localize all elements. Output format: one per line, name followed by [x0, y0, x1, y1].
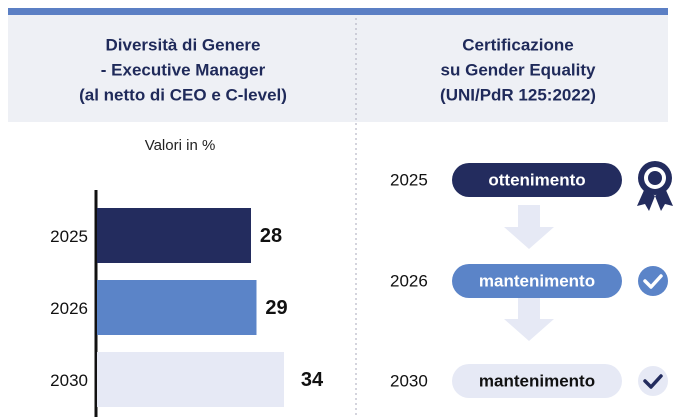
step-pill	[452, 264, 622, 298]
step-pill	[452, 163, 622, 197]
header-bg	[8, 15, 668, 122]
bar	[97, 208, 251, 263]
chart-title: - Executive Manager	[101, 60, 266, 79]
step-year: 2025	[390, 170, 428, 189]
bar	[97, 352, 284, 407]
top-band	[8, 8, 668, 15]
arrow	[504, 297, 554, 341]
value-label: 28	[260, 225, 282, 247]
chart-title: (al netto di CEO e C-level)	[79, 85, 287, 104]
bar	[97, 280, 257, 335]
cert-title: su Gender Equality	[441, 60, 596, 79]
value-label: 34	[301, 369, 324, 391]
arrow	[504, 205, 554, 249]
chart-subtitle: Valori in %	[145, 137, 216, 154]
step-year: 2030	[390, 371, 428, 390]
step-label: mantenimento	[479, 271, 595, 290]
step-label: ottenimento	[488, 170, 585, 189]
cert-title: (UNI/PdR 125:2022)	[440, 85, 596, 104]
value-label: 29	[265, 297, 287, 319]
y-tick-label: 2026	[50, 299, 88, 318]
medal-icon	[637, 161, 673, 211]
check-icon	[638, 266, 668, 296]
cert-title: Certificazione	[462, 35, 573, 54]
check-icon	[638, 366, 668, 396]
y-tick-label: 2025	[50, 227, 88, 246]
y-tick-label: 2030	[50, 371, 88, 390]
chart-title: Diversità di Genere	[106, 35, 261, 54]
step-pill	[452, 364, 622, 398]
step-label: mantenimento	[479, 371, 595, 390]
step-year: 2026	[390, 271, 428, 290]
